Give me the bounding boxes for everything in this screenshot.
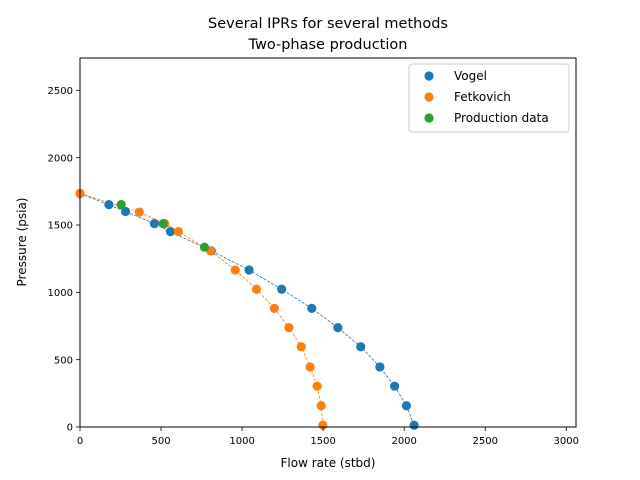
legend-marker-production-data <box>424 113 434 123</box>
data-point-vogel <box>277 284 287 294</box>
y-tick-label: 1000 <box>48 288 73 299</box>
y-tick-label: 2000 <box>48 153 73 164</box>
x-tick-label: 2000 <box>391 436 416 447</box>
series-line-fetkovich <box>79 193 324 426</box>
data-point-fetkovich <box>269 303 279 313</box>
x-tick-label: 500 <box>151 436 170 447</box>
data-point-vogel <box>120 206 131 217</box>
series-markers <box>75 188 419 430</box>
data-point-fetkovich <box>230 265 240 275</box>
legend: Vogel Fetkovich Production data <box>408 63 570 133</box>
y-tick-label: 2500 <box>48 86 73 97</box>
plot-frame <box>79 57 577 428</box>
y-tick-label: 1500 <box>48 221 73 232</box>
data-point-fetkovich <box>305 362 315 372</box>
legend-frame <box>408 63 570 133</box>
y-axis: 0 500 1000 1500 2000 2500 <box>48 86 80 434</box>
x-axis-label: Flow rate (stbd) <box>281 456 376 470</box>
data-point-vogel <box>149 219 159 229</box>
legend-label-fetkovich: Fetkovich <box>454 90 511 104</box>
data-point-production-data <box>158 219 168 229</box>
data-point-fetkovich <box>284 323 294 333</box>
x-tick-label: 0 <box>77 436 83 447</box>
data-point-vogel <box>104 200 114 210</box>
data-point-vogel <box>307 303 317 313</box>
legend-label-production-data: Production data <box>454 111 549 125</box>
y-axis-label: Pressure (psia) <box>15 198 29 287</box>
legend-marker-fetkovich <box>424 92 434 102</box>
data-point-vogel <box>409 420 419 430</box>
data-point-production-data <box>116 200 126 210</box>
data-point-vogel <box>356 342 366 352</box>
data-point-fetkovich <box>251 284 262 294</box>
data-point-vogel <box>333 323 343 333</box>
x-axis: 0 500 1000 1500 2000 2500 3000 <box>77 427 579 447</box>
series-line-vogel <box>79 193 415 426</box>
y-tick-label: 0 <box>67 423 73 434</box>
data-point-production-data <box>199 242 210 252</box>
data-point-fetkovich <box>296 342 306 352</box>
data-point-fetkovich <box>312 381 322 391</box>
x-tick-label: 3000 <box>554 436 579 447</box>
data-point-fetkovich <box>173 226 183 237</box>
x-tick-label: 1000 <box>229 436 254 447</box>
legend-label-vogel: Vogel <box>454 69 487 83</box>
chart-title: Several IPRs for several methods <box>208 16 448 32</box>
data-point-fetkovich <box>316 401 326 411</box>
data-point-fetkovich <box>318 420 328 430</box>
y-tick-label: 500 <box>54 355 73 366</box>
data-point-vogel <box>390 381 400 391</box>
series-lines <box>79 193 415 426</box>
data-point-vogel <box>244 265 254 275</box>
chart-subtitle: Two-phase production <box>248 37 408 53</box>
x-tick-label: 2500 <box>473 436 498 447</box>
x-tick-label: 1500 <box>310 436 335 447</box>
data-point-vogel <box>375 362 385 372</box>
data-point-vogel <box>401 401 412 411</box>
data-point-fetkovich <box>134 207 144 217</box>
legend-marker-vogel <box>424 71 434 81</box>
data-point-vogel <box>165 226 176 237</box>
